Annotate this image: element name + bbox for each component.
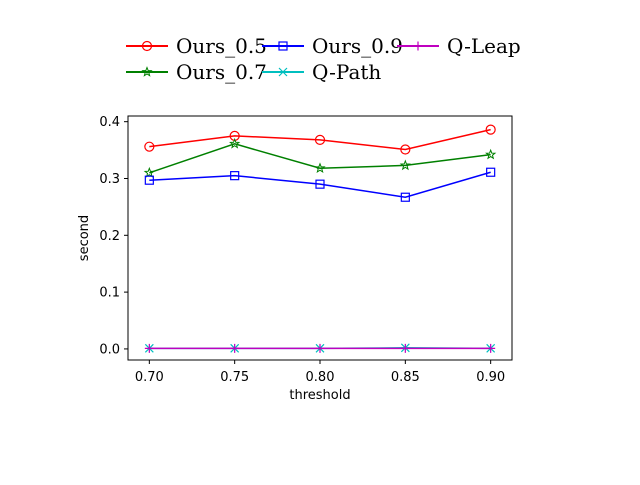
data-point <box>144 175 154 185</box>
plot-series <box>143 124 497 353</box>
legend-item: Ours_0.7 <box>126 60 267 84</box>
x-tick-label: 0.80 <box>306 370 335 385</box>
legend-marker <box>278 41 288 51</box>
data-point <box>230 171 240 181</box>
data-point <box>314 134 326 145</box>
y-tick-label: 0.1 <box>99 286 120 301</box>
y-tick-label: 0.0 <box>99 342 120 357</box>
data-point <box>143 166 155 178</box>
x-tick-label: 0.90 <box>476 370 505 385</box>
data-point <box>144 141 155 152</box>
data-point <box>400 192 410 202</box>
legend-item: Q-Leap <box>397 34 521 58</box>
data-point <box>315 179 325 189</box>
data-point <box>144 343 154 353</box>
data-point <box>485 148 497 160</box>
legend-label: Ours_0.7 <box>176 60 267 84</box>
x-tick-label: 0.85 <box>391 370 420 385</box>
series-line <box>149 143 491 174</box>
series-q-leap <box>144 343 496 353</box>
series-line <box>149 171 491 199</box>
series-ours-0-5 <box>144 124 496 155</box>
plot-frame <box>127 115 513 361</box>
legend-item: Ours_0.5 <box>126 34 267 58</box>
legend-marker <box>141 66 153 77</box>
series-line <box>149 128 491 151</box>
legend-label: Q-Path <box>312 60 381 84</box>
legend-item: Q-Path <box>262 60 381 84</box>
y-tick-label: 0.4 <box>99 115 120 130</box>
y-axis: 0.0 0.1 0.2 0.3 0.4 <box>99 115 128 357</box>
legend-marker <box>278 67 288 77</box>
x-tick-label: 0.70 <box>135 370 164 385</box>
legend-item: Ours_0.9 <box>262 34 403 58</box>
legend-marker <box>141 40 153 52</box>
data-point <box>400 144 411 155</box>
legend-label: Ours_0.9 <box>312 34 403 58</box>
data-point <box>486 167 496 177</box>
x-tick-label: 0.75 <box>220 370 249 385</box>
x-axis-label: threshold <box>289 388 350 403</box>
y-tick-label: 0.3 <box>99 172 120 187</box>
legend-label: Ours_0.5 <box>176 34 267 58</box>
data-point <box>400 343 410 353</box>
x-axis: 0.70 0.75 0.80 0.85 0.90 <box>135 360 505 385</box>
data-point <box>315 343 325 353</box>
data-point <box>230 343 240 353</box>
data-point <box>485 124 496 135</box>
y-axis-label: second <box>77 215 92 261</box>
data-point <box>486 343 496 353</box>
series-ours-0-9 <box>144 167 496 202</box>
data-point <box>314 162 326 174</box>
series-ours-0-7 <box>143 137 497 178</box>
legend-label: Q-Leap <box>447 34 521 58</box>
data-point <box>399 159 411 171</box>
data-point <box>229 137 241 149</box>
y-tick-label: 0.2 <box>99 229 120 244</box>
legend-marker <box>413 41 423 51</box>
